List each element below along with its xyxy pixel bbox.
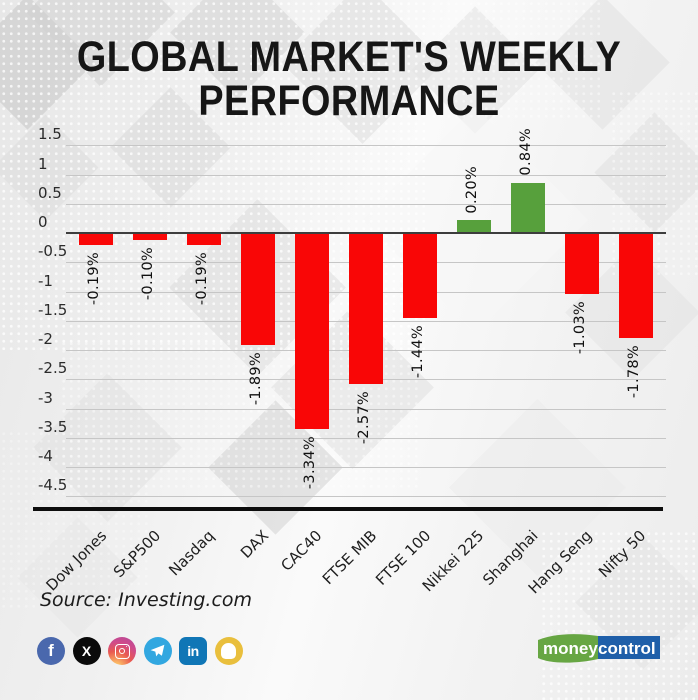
y-tick-label: -2.5 [38, 359, 68, 378]
zero-axis-line [66, 232, 666, 234]
gridline [66, 203, 666, 205]
gridline [66, 467, 666, 468]
instagram-icon[interactable] [108, 637, 136, 665]
bar-value-label: -3.34% [301, 436, 318, 490]
gridline [66, 408, 666, 410]
background-dots [430, 0, 600, 120]
bar [240, 234, 275, 345]
title-line-1: GLOBAL MARKET'S WEEKLY [76, 33, 622, 81]
snapchat-icon[interactable] [214, 637, 243, 665]
bar-value-label: -1.44% [409, 325, 426, 379]
logo-text-control: control [598, 639, 656, 658]
bar [456, 220, 491, 232]
bar [294, 234, 329, 430]
bar-value-label: -1.03% [571, 301, 588, 355]
y-tick-label: -3 [38, 388, 53, 407]
bar-value-label: -2.57% [355, 391, 372, 445]
telegram-icon[interactable] [143, 637, 172, 665]
y-tick-label: -3.5 [38, 417, 68, 436]
x-tick-label: Dow Jones [42, 526, 110, 595]
moneycontrol-logo[interactable]: money control [536, 631, 662, 665]
y-tick-label: 0 [38, 213, 48, 231]
gridline [66, 174, 666, 176]
background-dots [0, 430, 150, 610]
y-tick-label: -0.5 [38, 242, 68, 261]
x-tick-label: FTSE MIB [318, 526, 380, 589]
bar [186, 234, 221, 246]
x-tick-label: Nasdaq [165, 526, 218, 580]
facebook-glyph: f [48, 641, 54, 660]
bar [78, 234, 113, 246]
y-tick-label: 1 [38, 154, 48, 173]
gridline [66, 437, 666, 439]
bar-value-label: -1.89% [247, 351, 264, 405]
x-tick-label: DAX [236, 526, 272, 562]
y-tick-label: -2 [38, 330, 53, 348]
bar-value-label: -1.78% [625, 345, 642, 399]
page-title: GLOBAL MARKET'S WEEKLY PERFORMANCE [42, 33, 656, 125]
gridline [66, 496, 666, 498]
background-dots [540, 530, 698, 700]
x-tick-label: S&P500 [109, 526, 164, 582]
linkedin-glyph: in [187, 643, 199, 659]
bar [348, 234, 383, 385]
linkedin-icon[interactable]: in [179, 637, 207, 665]
bar-value-label: 0.84% [517, 128, 534, 176]
paper-plane-glyph [150, 644, 165, 657]
title-line-2: PERFORMANCE [198, 76, 500, 125]
x-twitter-icon[interactable]: X [72, 637, 101, 665]
logo-text-money: money [543, 639, 598, 658]
bar [132, 234, 167, 240]
bar [510, 182, 545, 232]
bar [564, 234, 599, 295]
social-icons: f X in [37, 637, 243, 665]
bar [402, 234, 437, 319]
bar-value-label: -0.10% [139, 246, 156, 300]
x-glyph: X [81, 643, 92, 659]
camera-glyph [114, 643, 130, 659]
y-tick-label: 1.5 [38, 125, 62, 144]
bar-value-label: 0.20% [463, 165, 480, 214]
bar-value-label: -0.19% [85, 252, 102, 306]
y-tick-label: -4 [38, 447, 53, 465]
ghost-glyph [221, 643, 236, 659]
facebook-icon[interactable]: f [37, 637, 65, 665]
bar-value-label: -0.19% [193, 252, 210, 306]
y-tick-label: 0.5 [38, 183, 62, 202]
gridline [66, 145, 666, 147]
x-tick-label: Nifty 50 [595, 526, 650, 582]
y-tick-label: -4.5 [38, 476, 68, 495]
x-axis-line [33, 507, 663, 511]
y-tick-label: -1.5 [38, 300, 68, 319]
y-tick-label: -1 [38, 271, 53, 290]
source-text: Source: Investing.com [40, 589, 253, 611]
x-tick-label: CAC40 [277, 526, 326, 575]
bar [618, 234, 653, 339]
